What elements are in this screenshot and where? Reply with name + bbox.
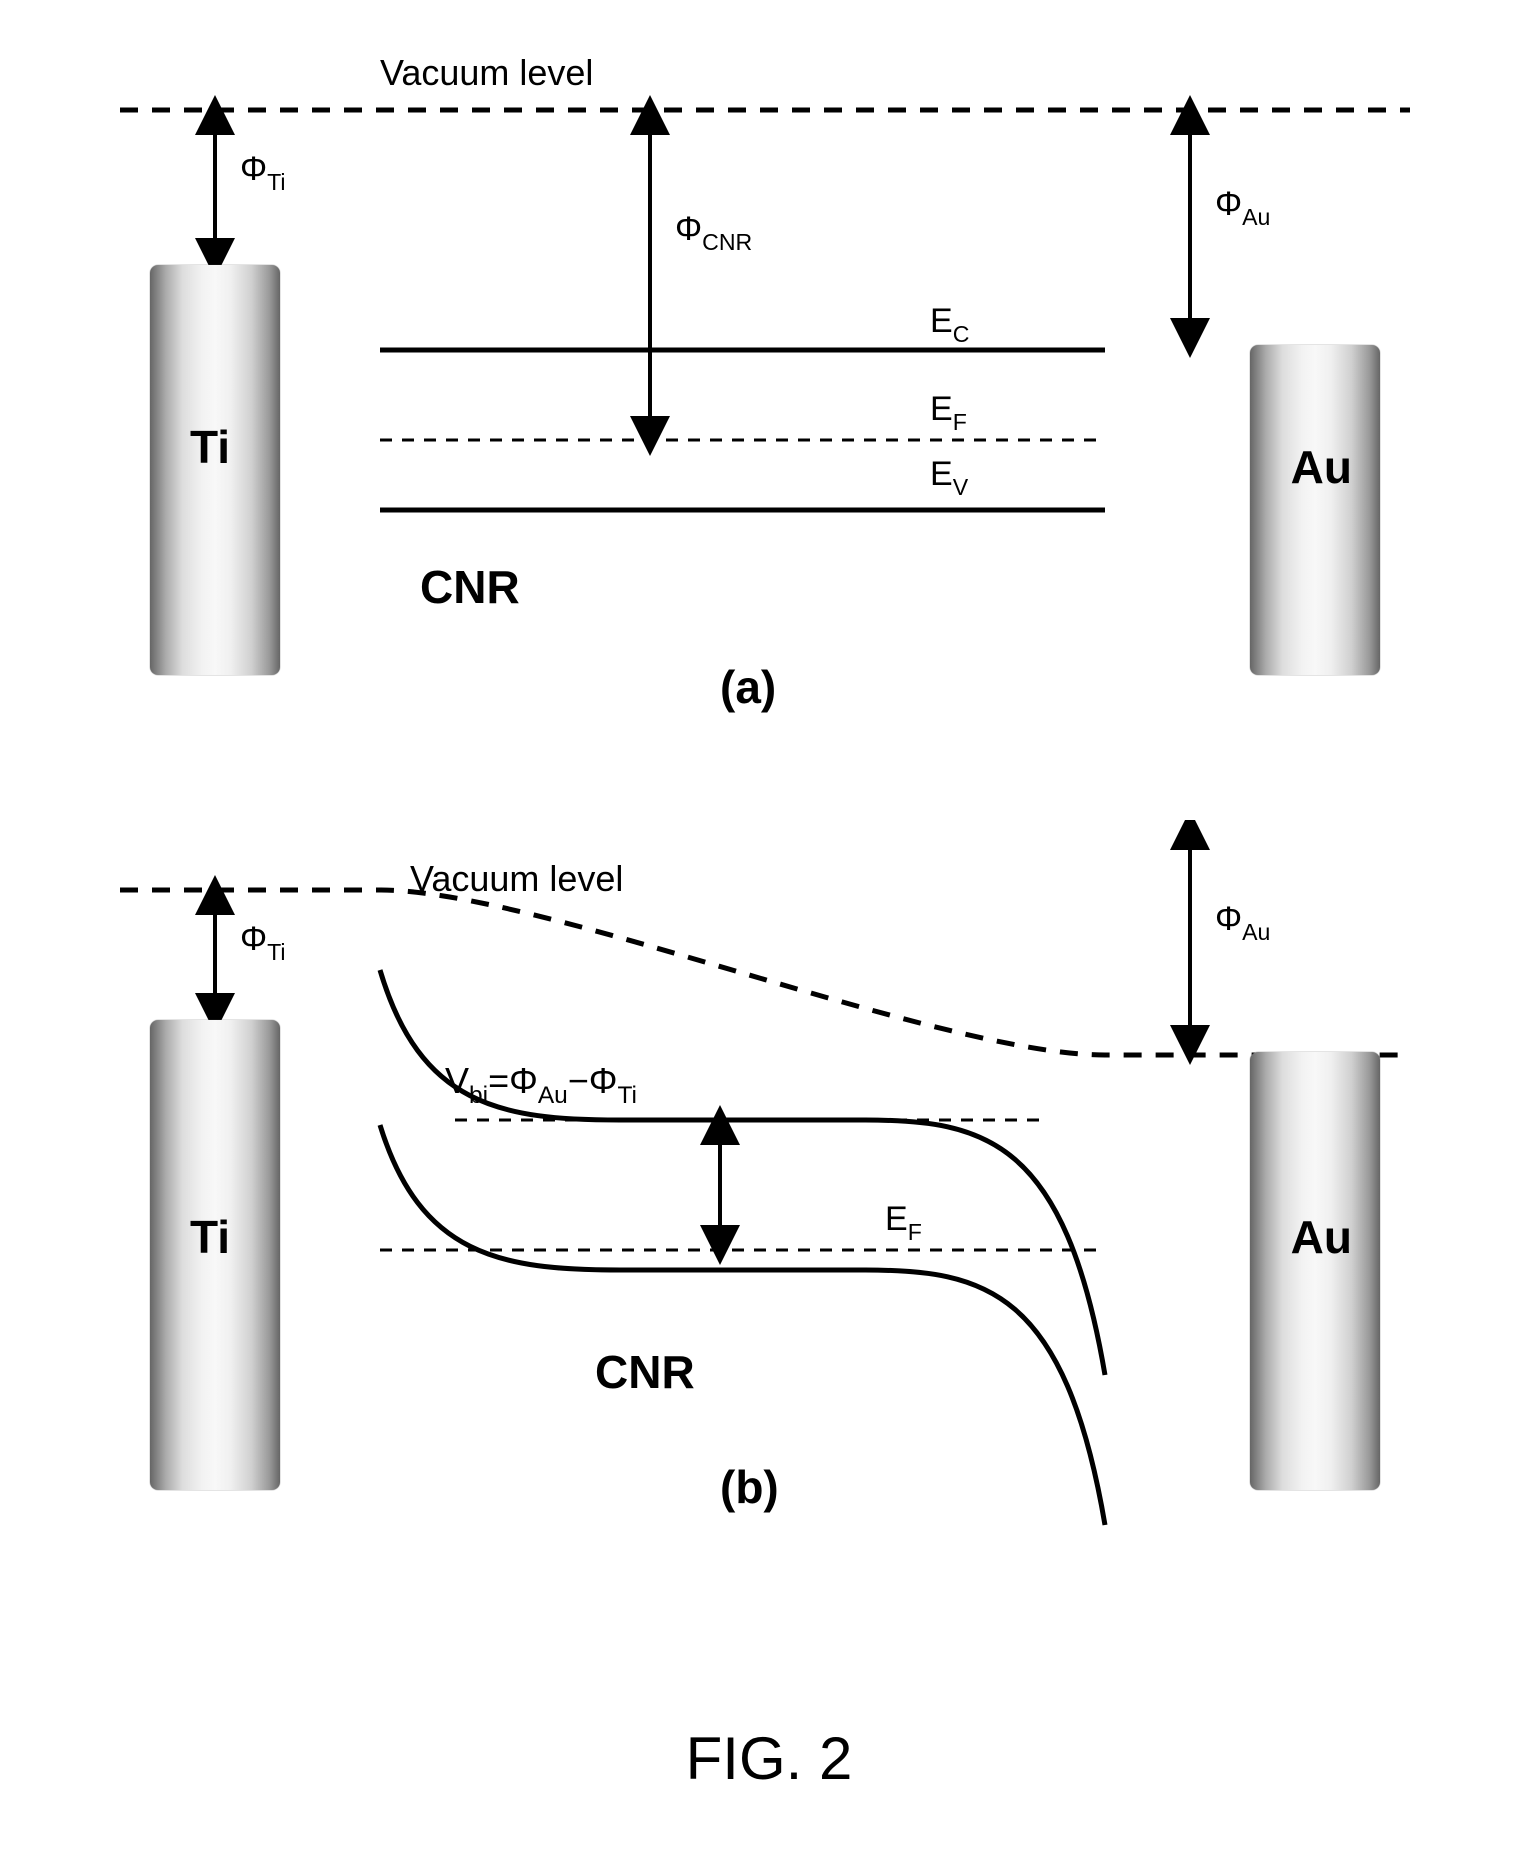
phi-au-label-b: ΦAu	[1215, 900, 1270, 944]
vbi-formula: Vbi=ΦAu−ΦTi	[445, 1060, 637, 1108]
panel-a-letter: (a)	[720, 660, 776, 714]
ec-curve	[380, 970, 1105, 1375]
ev-label-a: EV	[930, 455, 968, 499]
phi-cnr-label-a: ΦCNR	[675, 210, 752, 254]
cnr-label-a: CNR	[420, 560, 520, 614]
figure-caption: FIG. 2	[0, 1724, 1538, 1793]
vacuum-label-b: Vacuum level	[410, 858, 623, 900]
panel-b: Vacuum level Ti Au CNR ΦTi ΦAu Vbi=ΦAu−Φ…	[120, 820, 1410, 1540]
page: Vacuum level Ti Au CNR ΦTi ΦCNR ΦAu EC E…	[0, 0, 1538, 1873]
au-electrode-b	[1250, 1052, 1380, 1490]
au-electrode-a	[1250, 345, 1380, 675]
ti-label-a: Ti	[190, 420, 230, 474]
figure-2: Vacuum level Ti Au CNR ΦTi ΦCNR ΦAu EC E…	[120, 40, 1410, 1590]
phi-au-label-a: ΦAu	[1215, 185, 1270, 229]
ti-label-b: Ti	[190, 1210, 230, 1264]
phi-ti-label-b: ΦTi	[240, 920, 286, 964]
panel-a-svg	[120, 40, 1410, 760]
phi-ti-label-a: ΦTi	[240, 150, 286, 194]
au-label-a: Au	[1291, 440, 1352, 494]
vacuum-label-a: Vacuum level	[380, 52, 593, 94]
ef-label-b: EF	[885, 1200, 922, 1244]
ef-label-a: EF	[930, 390, 967, 434]
panel-a: Vacuum level Ti Au CNR ΦTi ΦCNR ΦAu EC E…	[120, 40, 1410, 760]
ec-label-a: EC	[930, 302, 969, 346]
panel-b-letter: (b)	[720, 1460, 779, 1514]
cnr-label-b: CNR	[595, 1345, 695, 1399]
au-label-b: Au	[1291, 1210, 1352, 1264]
